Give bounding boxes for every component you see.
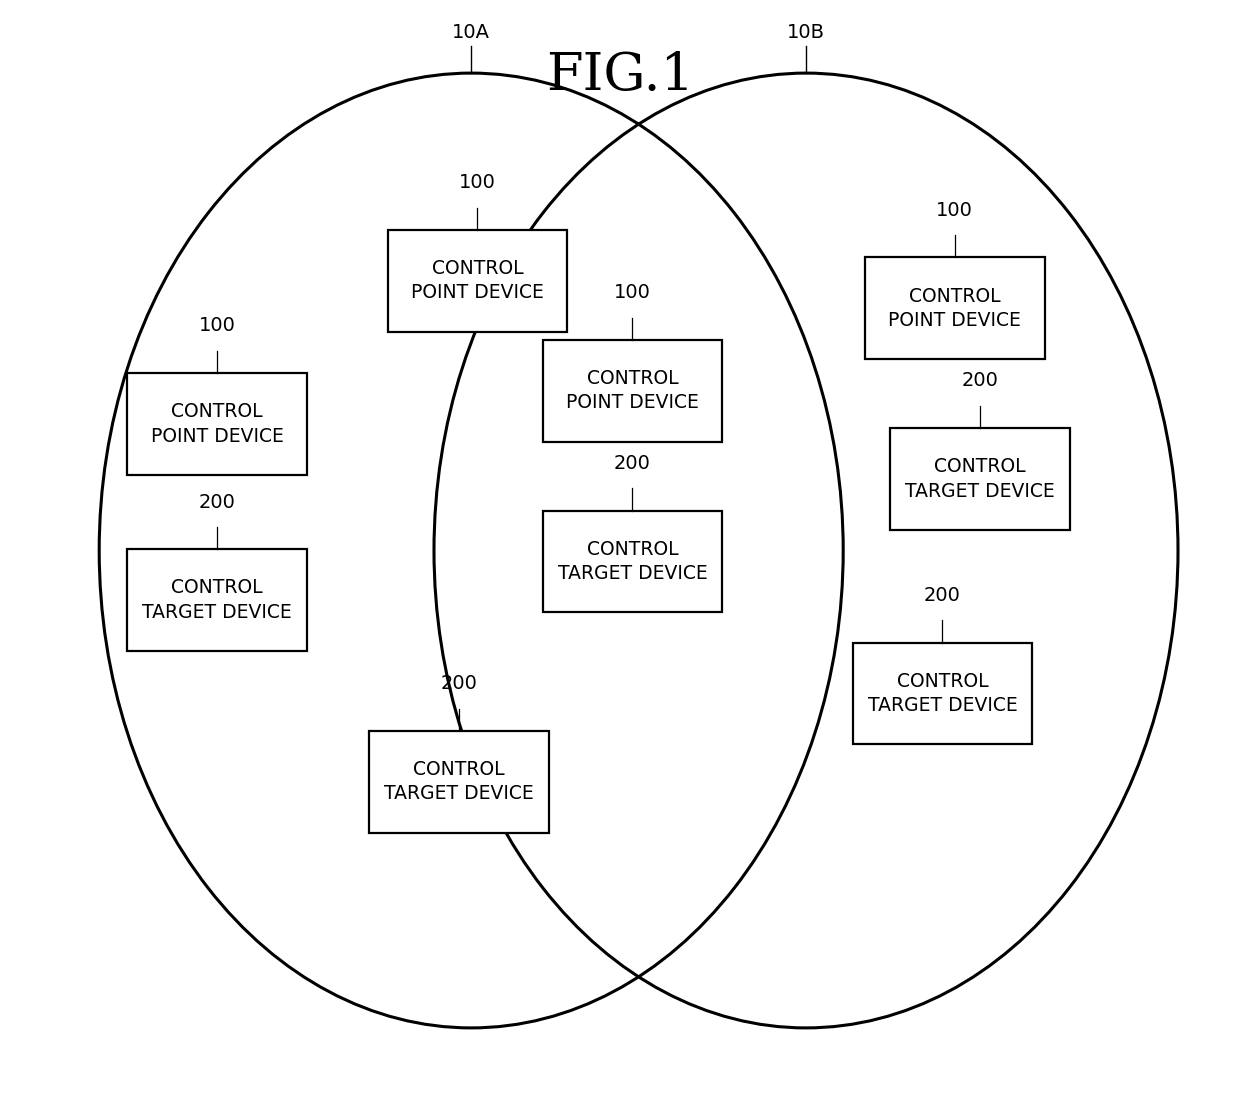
Text: CONTROL
POINT DEVICE: CONTROL POINT DEVICE <box>888 286 1022 330</box>
Text: 100: 100 <box>614 283 651 303</box>
FancyBboxPatch shape <box>126 549 306 651</box>
FancyBboxPatch shape <box>866 258 1044 359</box>
Text: 100: 100 <box>936 200 973 220</box>
Text: 10A: 10A <box>453 23 490 42</box>
Text: CONTROL
POINT DEVICE: CONTROL POINT DEVICE <box>150 402 284 446</box>
Text: 100: 100 <box>198 316 236 336</box>
Text: 200: 200 <box>924 586 961 606</box>
FancyBboxPatch shape <box>853 643 1032 744</box>
Text: CONTROL
POINT DEVICE: CONTROL POINT DEVICE <box>565 369 699 413</box>
Text: CONTROL
TARGET DEVICE: CONTROL TARGET DEVICE <box>868 672 1017 716</box>
Text: CONTROL
TARGET DEVICE: CONTROL TARGET DEVICE <box>143 578 291 622</box>
Text: 100: 100 <box>459 173 496 193</box>
FancyBboxPatch shape <box>126 373 306 475</box>
FancyBboxPatch shape <box>543 511 722 612</box>
FancyBboxPatch shape <box>890 428 1069 530</box>
Text: 200: 200 <box>614 454 651 473</box>
Text: CONTROL
TARGET DEVICE: CONTROL TARGET DEVICE <box>905 457 1054 501</box>
Text: 200: 200 <box>198 492 236 512</box>
Text: FIG.1: FIG.1 <box>546 50 694 100</box>
FancyBboxPatch shape <box>387 230 568 331</box>
Text: 200: 200 <box>440 674 477 694</box>
Text: CONTROL
TARGET DEVICE: CONTROL TARGET DEVICE <box>558 539 707 584</box>
Text: 200: 200 <box>961 371 998 391</box>
FancyBboxPatch shape <box>543 340 722 442</box>
Text: 10B: 10B <box>787 23 825 42</box>
FancyBboxPatch shape <box>370 731 549 832</box>
Text: CONTROL
TARGET DEVICE: CONTROL TARGET DEVICE <box>384 760 533 804</box>
Text: CONTROL
POINT DEVICE: CONTROL POINT DEVICE <box>410 259 544 303</box>
